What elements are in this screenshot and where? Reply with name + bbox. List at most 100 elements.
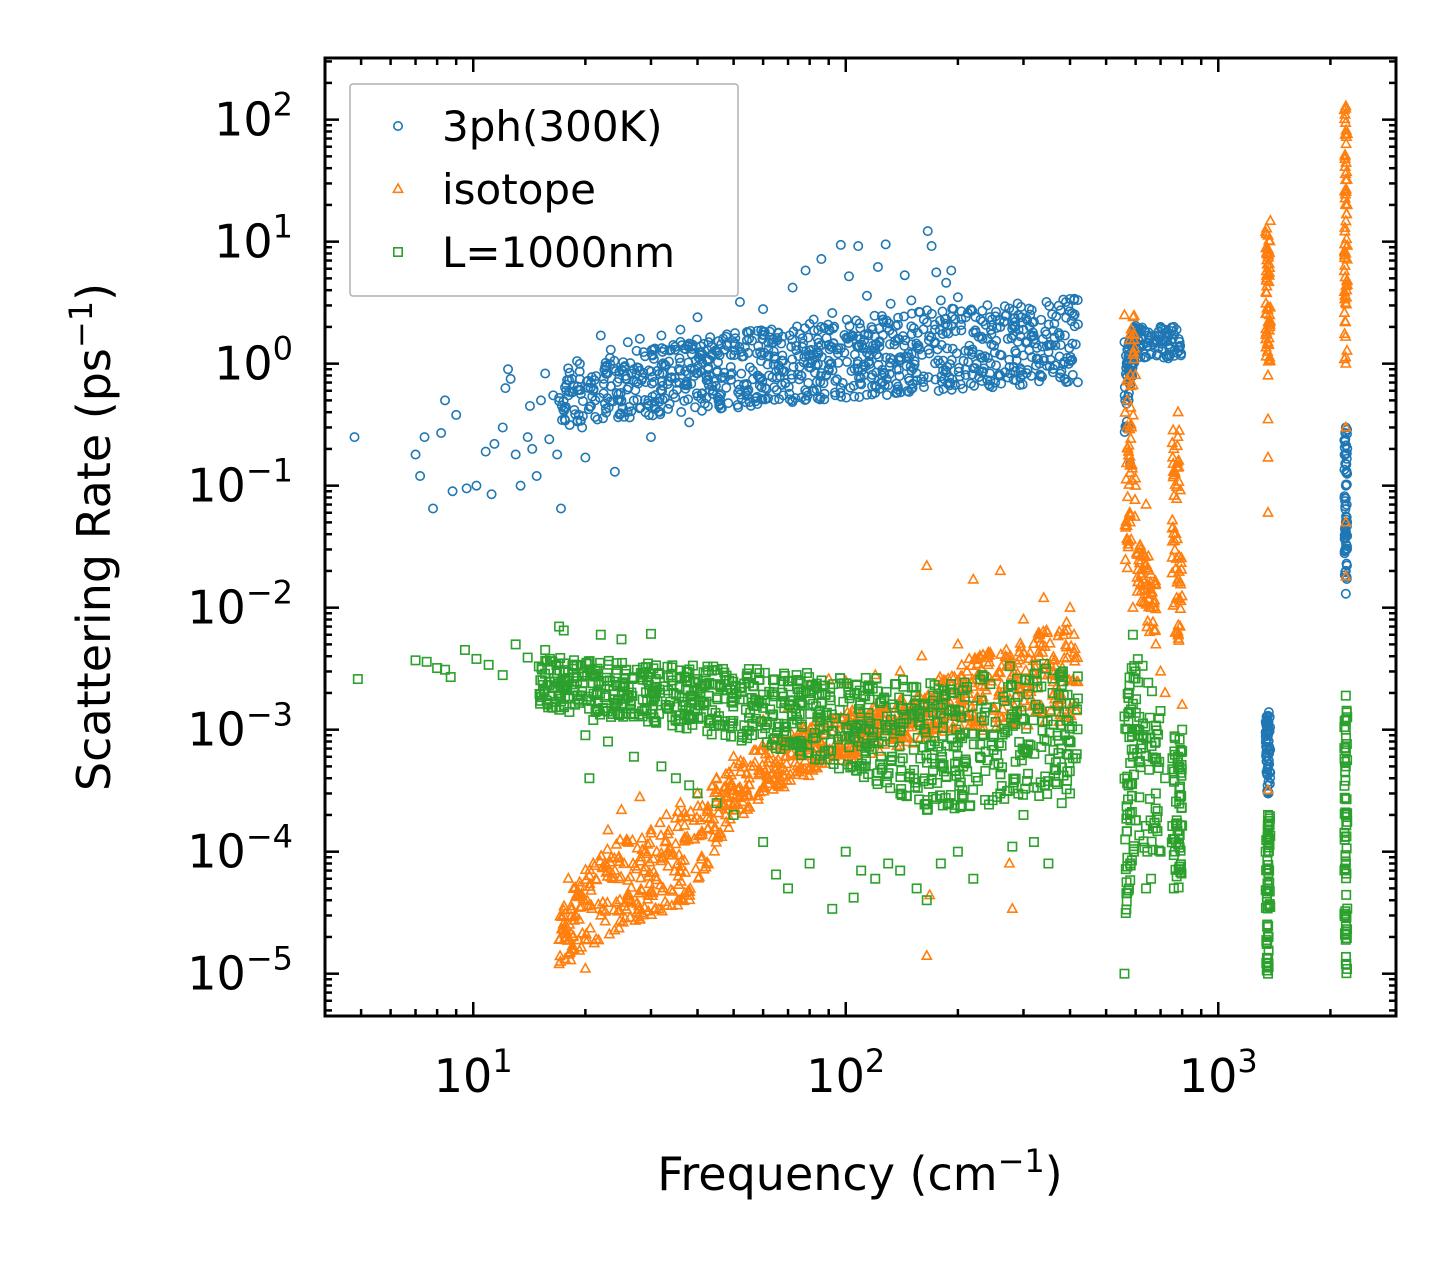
triangle-point (1339, 356, 1352, 368)
square-point (787, 676, 798, 687)
legend-label: 3ph(300K) (442, 102, 662, 151)
square-point (871, 775, 882, 786)
triangle-point (594, 908, 607, 920)
square-point (580, 730, 591, 741)
triangle-point (654, 854, 667, 866)
circle-point (686, 378, 697, 389)
square-point (1007, 841, 1018, 852)
square-point (1340, 959, 1351, 970)
square-point (352, 674, 363, 685)
square-point (1031, 675, 1042, 686)
square-point (1143, 677, 1154, 688)
triangle-point (615, 870, 628, 882)
circle-point (601, 407, 612, 418)
circle-point (673, 364, 684, 375)
square-point (913, 712, 924, 723)
square-point (692, 685, 703, 696)
square-point (1034, 790, 1045, 801)
square-point (739, 720, 750, 731)
circle-point (613, 389, 624, 400)
triangle-point (565, 899, 578, 911)
circle-point (1141, 341, 1152, 352)
triangle-point (1149, 577, 1162, 589)
square-point (671, 689, 682, 700)
square-point (771, 727, 782, 738)
circle-point (674, 353, 685, 364)
triangle-point (610, 895, 623, 907)
triangle-point (841, 705, 854, 717)
circle-point (758, 304, 769, 315)
triangle-point (1263, 350, 1276, 362)
triangle-point (624, 910, 637, 922)
triangle-point (592, 897, 605, 909)
circle-point (912, 340, 923, 351)
circle-point (953, 362, 964, 373)
square-point (650, 715, 661, 726)
triangle-point (1260, 322, 1272, 334)
circle-point (1058, 294, 1069, 305)
triangle-point (1159, 686, 1172, 698)
circle-point (812, 346, 823, 357)
triangle-point (684, 805, 697, 816)
square-point (534, 688, 545, 699)
circle-point (1037, 371, 1048, 382)
circle-point (760, 394, 771, 405)
triangle-point (1339, 315, 1352, 327)
circle-point (711, 346, 722, 357)
triangle-point (731, 798, 744, 810)
triangle-point (601, 869, 614, 881)
circle-point (1261, 712, 1272, 723)
square-point (483, 659, 494, 670)
square-point (1053, 748, 1064, 759)
legend-marker-triangle (392, 182, 404, 194)
circle-point (956, 313, 967, 324)
square-point (1122, 852, 1133, 863)
circle-point (628, 395, 639, 406)
square-point (637, 706, 648, 717)
circle-point (659, 344, 670, 355)
x-axis-title-text: Frequency (cm (657, 1147, 997, 1201)
triangle-point (674, 796, 687, 808)
square-point (908, 744, 919, 755)
square-point (1174, 829, 1185, 840)
square-point (1146, 741, 1157, 752)
circle-point (753, 341, 764, 352)
triangle-point (963, 652, 976, 664)
circle-point (843, 271, 854, 282)
square-point (712, 694, 723, 705)
circle-point (648, 353, 659, 364)
square-point (827, 725, 838, 736)
square-point (1005, 679, 1016, 690)
square-point (1137, 660, 1148, 671)
square-point (779, 726, 790, 737)
square-point (736, 735, 747, 746)
triangle-point (1170, 591, 1183, 603)
triangle-point (1037, 624, 1050, 636)
circle-point (1148, 337, 1159, 348)
square-point (727, 688, 738, 699)
square-point (901, 791, 912, 802)
square-point (768, 687, 779, 698)
square-point (1040, 780, 1051, 791)
square-point (628, 751, 639, 762)
triangle-point (1006, 902, 1019, 914)
circle-point (763, 344, 774, 355)
square-point (1123, 687, 1134, 698)
circle-point (561, 385, 572, 396)
square-point (1150, 788, 1161, 799)
triangle-point (1038, 640, 1051, 651)
triangle-point (678, 853, 691, 865)
square-point (958, 791, 969, 802)
square-point (721, 670, 732, 681)
square-point (978, 730, 989, 741)
circle-point (977, 305, 988, 316)
circle-point (515, 480, 526, 491)
square-point (967, 701, 978, 712)
circle-point (628, 364, 639, 375)
square-point (595, 629, 606, 640)
square-point (955, 802, 966, 813)
square-point (807, 733, 818, 744)
circle-point (1164, 351, 1175, 362)
y-tick-label: 102 (214, 86, 293, 147)
triangle-point (759, 747, 772, 759)
